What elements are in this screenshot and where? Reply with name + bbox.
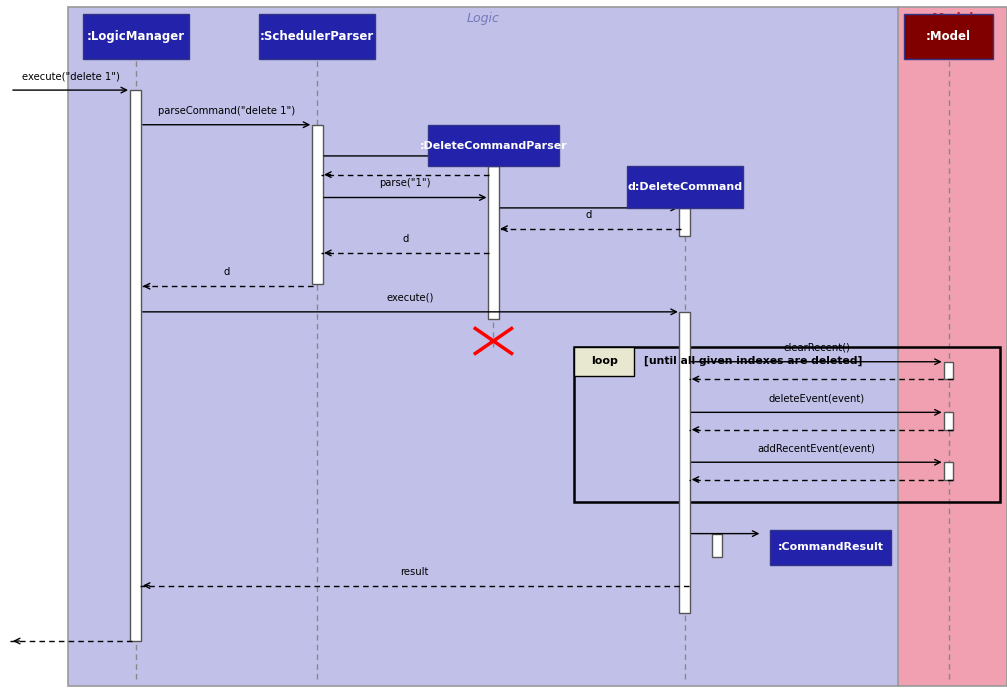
Bar — [680, 312, 691, 613]
Bar — [84, 14, 189, 59]
Text: [until all given indexes are deleted]: [until all given indexes are deleted] — [644, 356, 863, 366]
Text: execute("delete 1"): execute("delete 1") — [21, 71, 120, 81]
Text: loop: loop — [591, 356, 617, 366]
Bar — [945, 412, 953, 430]
Text: Logic: Logic — [467, 12, 499, 26]
Text: addRecentEvent(event): addRecentEvent(event) — [757, 444, 876, 453]
Bar — [487, 166, 499, 319]
Text: d:DeleteCommand: d:DeleteCommand — [627, 182, 742, 192]
Bar — [260, 14, 375, 59]
Text: parse("1"): parse("1") — [380, 179, 431, 188]
Text: :LogicManager: :LogicManager — [87, 30, 185, 43]
Bar — [68, 7, 898, 686]
Bar — [312, 125, 322, 284]
Bar — [945, 362, 953, 379]
Text: execute(): execute() — [387, 293, 434, 303]
Text: d: d — [586, 210, 592, 220]
Bar — [428, 125, 559, 166]
Bar — [904, 14, 993, 59]
Text: clearRecent(): clearRecent() — [783, 343, 850, 353]
Text: parseCommand("delete 1"): parseCommand("delete 1") — [158, 106, 295, 116]
Bar — [713, 534, 721, 557]
Text: d: d — [402, 234, 409, 244]
Bar — [626, 166, 743, 208]
Text: Model: Model — [931, 12, 974, 26]
Text: result: result — [400, 567, 429, 577]
Bar — [770, 530, 891, 565]
Bar — [574, 346, 1000, 502]
Text: :DeleteCommandParser: :DeleteCommandParser — [420, 141, 567, 150]
Bar — [945, 462, 953, 480]
Bar — [898, 7, 1007, 686]
Text: :Model: :Model — [926, 30, 971, 43]
Bar — [574, 346, 634, 376]
Text: d: d — [224, 267, 230, 277]
Text: deleteEvent(event): deleteEvent(event) — [768, 394, 865, 403]
Text: :SchedulerParser: :SchedulerParser — [260, 30, 375, 43]
Bar — [131, 90, 141, 641]
Text: :CommandResult: :CommandResult — [777, 543, 884, 552]
Bar — [680, 208, 691, 236]
